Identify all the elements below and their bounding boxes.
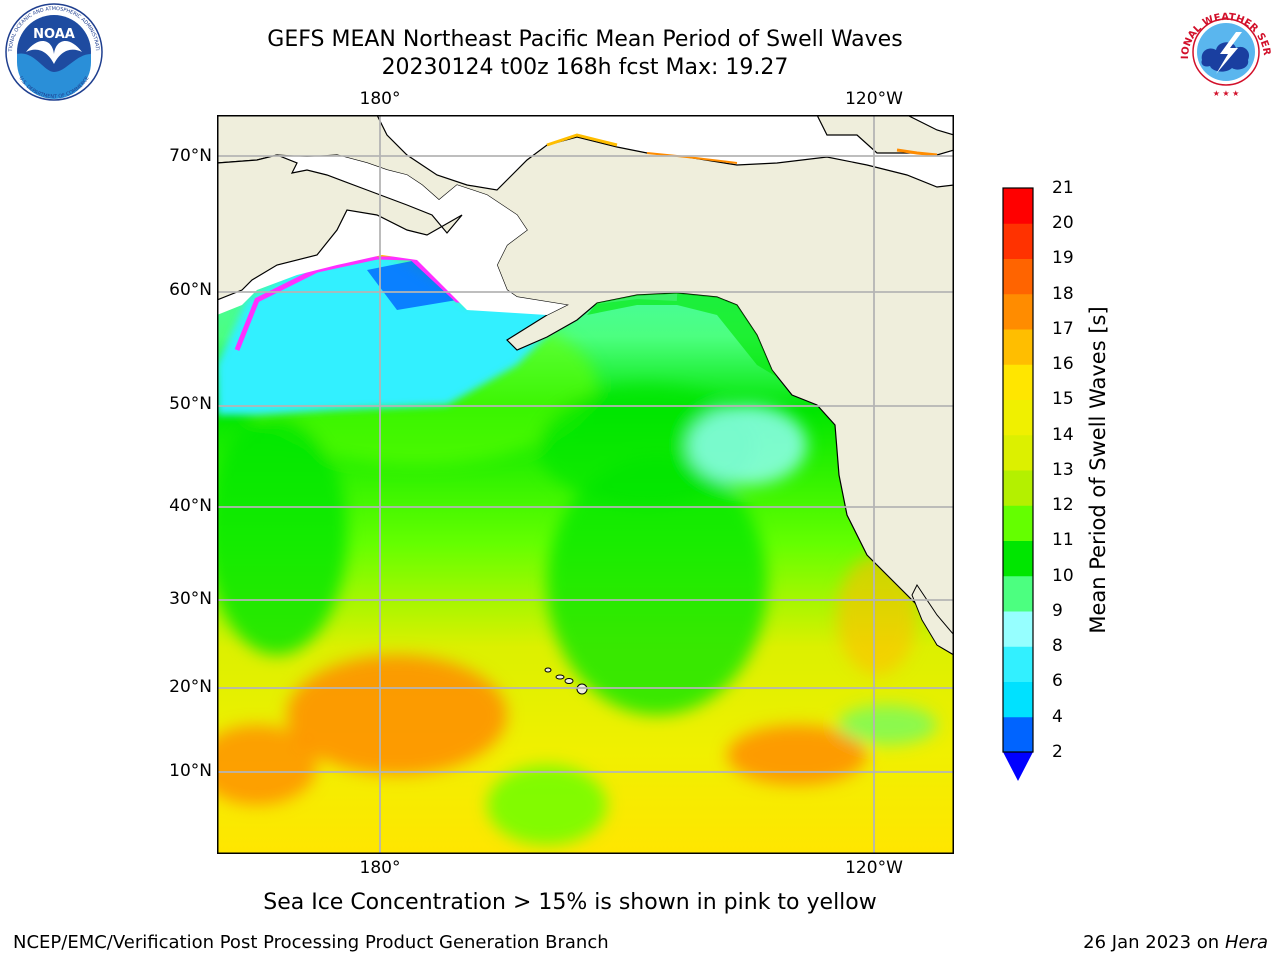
colorbar-tick-14: 14 [1052,425,1074,445]
sea-ice-caption: Sea Ice Concentration > 15% is shown in … [263,890,877,915]
bering-swell [217,255,577,415]
colorbar-segment [1003,258,1033,295]
map-frame [217,115,954,854]
footer-right: 26 Jan 2023 on Hera [1083,932,1268,953]
colorbar-segment [1003,223,1033,259]
lat-label-70n: 70°N [169,146,212,166]
colorbar-tick-4: 4 [1052,707,1063,727]
colorbar-extend-triangle [1003,752,1033,781]
lat-label-60n: 60°N [169,280,212,300]
colorbar-ticks: 21 20 19 18 17 16 15 14 13 12 11 10 9 8 … [1046,178,1106,785]
land-north-america [217,115,954,656]
colorbar-tick-20: 20 [1052,213,1074,233]
colorbar-tick-6: 6 [1052,671,1063,691]
colorbar-segment [1003,611,1033,647]
colorbar-segment [1003,470,1033,506]
bering-short-period [367,260,457,310]
lon-label-bottom-120w: 120°W [845,858,903,878]
lat-label-20n: 20°N [169,677,212,697]
colorbar-frame [1002,187,1034,753]
colorbar-tick-21: 21 [1052,178,1074,198]
lon-label-bottom-180: 180° [359,858,401,878]
colorbar-segment [1003,646,1033,682]
colorbar-segment [1003,434,1033,471]
lon-label-top-120w: 120°W [845,89,903,109]
colorbar-segment [1003,540,1033,577]
nws-stars: ★ ★ ★ [1213,89,1240,98]
hawaii-islands [544,667,588,695]
colorbar-tick-15: 15 [1052,389,1074,409]
colorbar-segment [1003,505,1033,541]
colorbar-segment [1003,188,1033,224]
colorbar-tick-18: 18 [1052,284,1074,304]
colorbar-segment [1003,681,1033,718]
colorbar-segment [1003,364,1033,400]
colorbar-segment [1003,575,1033,612]
arctic-ocean [376,115,954,191]
colorbar-tick-2: 2 [1052,742,1063,762]
colorbar-tick-10: 10 [1052,566,1074,586]
colorbar-segment [1003,399,1033,436]
title-line-1: GEFS MEAN Northeast Pacific Mean Period … [267,27,903,52]
colorbar-tick-12: 12 [1052,495,1074,515]
colorbar-tick-9: 9 [1052,601,1063,621]
title-line-2: 20230124 t00z 168h fcst Max: 19.27 [381,55,789,80]
lat-label-50n: 50°N [169,394,212,414]
noaa-logo-text: NOAA [33,27,75,42]
noaa-logo: NOAA NATIONAL OCEANIC AND ATMOSPHERIC AD… [4,2,103,101]
colorbar-segment [1003,329,1033,365]
colorbar [1002,187,1034,781]
lon-label-top-180: 180° [359,89,401,109]
footer-left: NCEP/EMC/Verification Post Processing Pr… [13,932,609,953]
footer-date: 26 Jan 2023 on [1083,932,1225,953]
land-siberia [217,154,463,301]
lat-label-40n: 40°N [169,496,212,516]
colorbar-label: Mean Period of Swell Waves [s] [1086,306,1110,634]
colorbar-tick-8: 8 [1052,636,1063,656]
colorbar-tick-19: 19 [1052,248,1074,268]
lat-label-10n: 10°N [169,761,212,781]
colorbar-tick-17: 17 [1052,319,1074,339]
nws-logo: NATIONAL WEATHER SERVICE ★ ★ ★ [1176,2,1274,100]
colorbar-tick-13: 13 [1052,460,1074,480]
colorbar-tick-16: 16 [1052,354,1074,374]
map-panel [217,115,954,854]
graticule [217,115,954,854]
footer-machine: Hera [1224,932,1268,953]
colorbar-segment [1003,293,1033,330]
colorbar-segment [1003,716,1033,753]
lat-label-30n: 30°N [169,589,212,609]
colorbar-tick-11: 11 [1052,530,1074,550]
